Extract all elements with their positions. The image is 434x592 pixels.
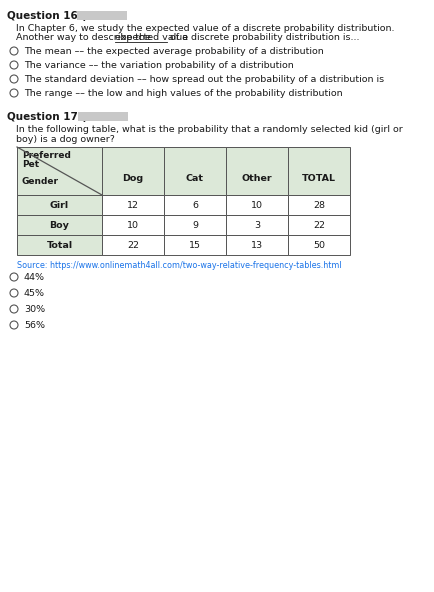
Bar: [288, 147, 350, 195]
Text: 12: 12: [127, 201, 139, 210]
Text: 6: 6: [192, 201, 198, 210]
Text: 15: 15: [189, 240, 201, 249]
Text: 10: 10: [127, 220, 139, 230]
Bar: [102, 235, 164, 255]
Text: The range –– the low and high values of the probability distribution: The range –– the low and high values of …: [24, 89, 342, 98]
Text: Source: https://www.onlinemath4all.com/two-way-relative-frequency-tables.html: Source: https://www.onlinemath4all.com/t…: [17, 261, 342, 270]
Bar: [164, 195, 226, 215]
Text: In Chapter 6, we study the expected value of a discrete probability distribution: In Chapter 6, we study the expected valu…: [16, 24, 395, 33]
Text: Dog: Dog: [122, 173, 144, 183]
Text: Boy: Boy: [49, 220, 69, 230]
Text: TOTAL: TOTAL: [302, 173, 336, 183]
Bar: [226, 147, 288, 195]
Text: Pet: Pet: [22, 160, 39, 169]
Text: Question 17 (: Question 17 (: [7, 112, 86, 122]
Bar: [288, 215, 350, 235]
Text: expected value: expected value: [115, 33, 188, 42]
Bar: [17, 147, 102, 195]
Text: 45%: 45%: [24, 289, 45, 298]
Bar: [17, 235, 102, 255]
Bar: [78, 112, 128, 121]
Bar: [17, 195, 102, 215]
Bar: [102, 215, 164, 235]
Text: 30%: 30%: [24, 305, 45, 314]
Bar: [102, 195, 164, 215]
Text: 13: 13: [251, 240, 263, 249]
Text: Girl: Girl: [50, 201, 69, 210]
Text: The mean –– the expected average probability of a distribution: The mean –– the expected average probabi…: [24, 47, 324, 56]
Text: The variance –– the variation probability of a distribution: The variance –– the variation probabilit…: [24, 61, 294, 70]
Text: boy) is a dog owner?: boy) is a dog owner?: [16, 135, 115, 144]
Bar: [164, 147, 226, 195]
Text: The standard deviation –– how spread out the probability of a distribution is: The standard deviation –– how spread out…: [24, 75, 384, 84]
Text: 3: 3: [254, 220, 260, 230]
Bar: [77, 11, 127, 20]
Bar: [226, 235, 288, 255]
Bar: [288, 195, 350, 215]
Text: 28: 28: [313, 201, 325, 210]
Text: Preferred: Preferred: [22, 151, 71, 160]
Text: 56%: 56%: [24, 321, 45, 330]
Bar: [17, 215, 102, 235]
Text: 22: 22: [313, 220, 325, 230]
Text: Total: Total: [46, 240, 72, 249]
Bar: [164, 215, 226, 235]
Text: of a discrete probability distribution is...: of a discrete probability distribution i…: [167, 33, 359, 42]
Bar: [288, 235, 350, 255]
Bar: [164, 235, 226, 255]
Text: 50: 50: [313, 240, 325, 249]
Bar: [226, 195, 288, 215]
Text: Question 16 (: Question 16 (: [7, 11, 86, 21]
Text: In the following table, what is the probability that a randomly selected kid (gi: In the following table, what is the prob…: [16, 125, 403, 134]
Text: 44%: 44%: [24, 273, 45, 282]
Text: 22: 22: [127, 240, 139, 249]
Text: Another way to describe the: Another way to describe the: [16, 33, 154, 42]
Bar: [226, 215, 288, 235]
Text: 10: 10: [251, 201, 263, 210]
Text: Other: Other: [242, 173, 272, 183]
Bar: [102, 147, 164, 195]
Text: Cat: Cat: [186, 173, 204, 183]
Text: 9: 9: [192, 220, 198, 230]
Text: Gender: Gender: [21, 177, 58, 186]
